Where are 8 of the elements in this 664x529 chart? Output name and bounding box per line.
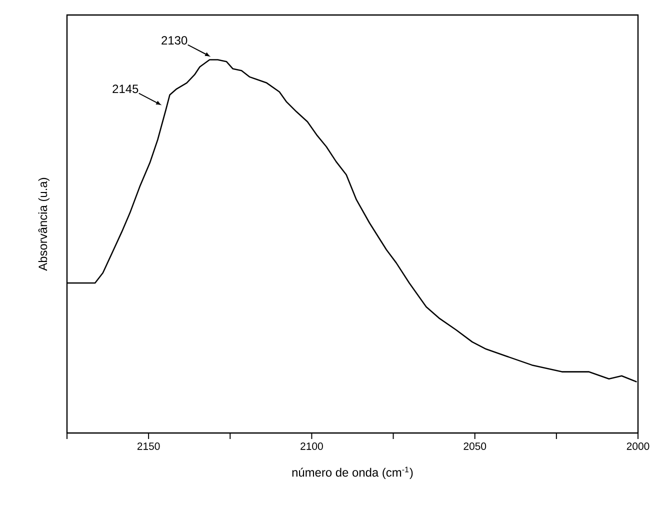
x-tick-label: 2050 bbox=[464, 442, 486, 450]
x-tick-label: 2150 bbox=[137, 442, 160, 450]
annotation: 2130 bbox=[162, 36, 188, 45]
x-tick-label: 2100 bbox=[300, 442, 323, 450]
y-axis-title: Absorvância (u.a) bbox=[38, 178, 50, 271]
x-tick-label: 2000 bbox=[626, 442, 650, 450]
x-axis-title: número de onda (cm$^{-1}$) bbox=[292, 466, 413, 480]
annotation: 2145 bbox=[112, 84, 138, 94]
